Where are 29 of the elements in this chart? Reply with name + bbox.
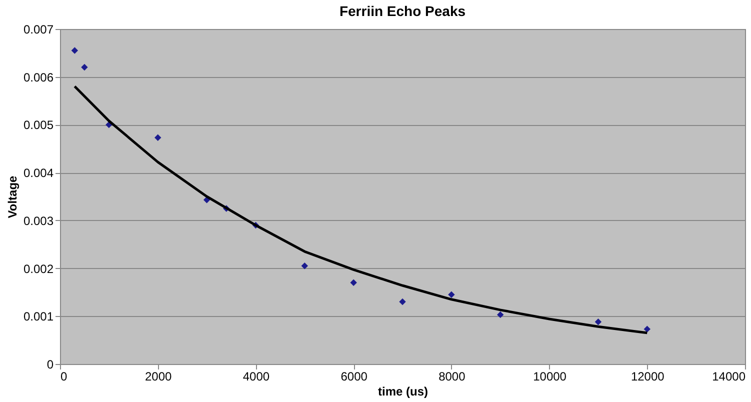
x-tick-label: 8000 [438, 370, 466, 384]
y-axis-title: Voltage [5, 175, 20, 218]
y-tick-label: 0 [46, 358, 54, 372]
x-axis-title: time (us) [378, 384, 428, 398]
point [594, 318, 602, 326]
point [497, 311, 504, 318]
x-tick-label: 2000 [145, 370, 172, 384]
x-tick-label: 10000 [533, 370, 567, 384]
point [448, 291, 455, 298]
y-tick-label: 0.003 [23, 214, 54, 228]
y-tick-label: 0.001 [23, 310, 54, 324]
point [154, 134, 162, 141]
point [350, 279, 357, 286]
y-tick-label: 0.005 [23, 118, 54, 132]
chart-title: Ferriin Echo Peaks [339, 3, 466, 19]
point [301, 262, 308, 270]
point [644, 326, 650, 332]
x-tick-label: 0 [60, 370, 68, 384]
point [71, 47, 78, 54]
x-tick-label: 6000 [340, 370, 368, 384]
point [81, 64, 88, 71]
y-tick-label: 0.007 [23, 22, 54, 36]
point [399, 298, 406, 306]
x-tick-label: 12000 [630, 370, 665, 384]
y-tick-label: 0.004 [23, 166, 54, 180]
x-tick-label: 14000 [712, 370, 746, 384]
y-tick-label: 0.002 [23, 262, 54, 276]
x-tick-label: 4000 [242, 370, 270, 384]
y-tick-label: 0.006 [23, 70, 54, 84]
